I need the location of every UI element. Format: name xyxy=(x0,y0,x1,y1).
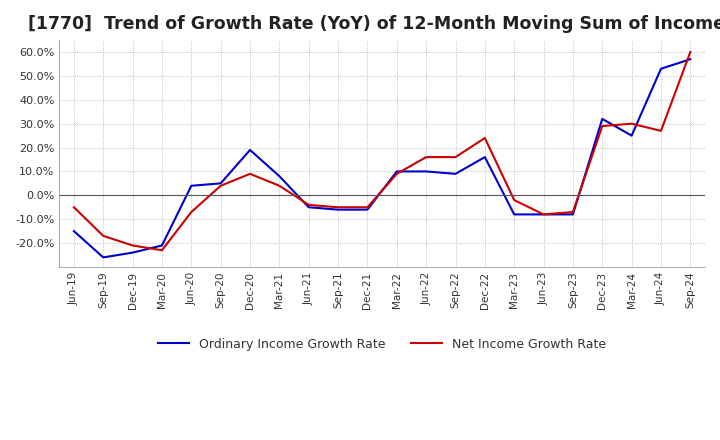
Net Income Growth Rate xyxy=(187,209,196,215)
Net Income Growth Rate xyxy=(510,198,518,203)
Ordinary Income Growth Rate xyxy=(627,133,636,138)
Net Income Growth Rate xyxy=(627,121,636,126)
Net Income Growth Rate xyxy=(246,171,254,176)
Ordinary Income Growth Rate xyxy=(451,171,460,176)
Net Income Growth Rate xyxy=(70,205,78,210)
Ordinary Income Growth Rate xyxy=(99,255,107,260)
Net Income Growth Rate xyxy=(480,136,489,141)
Net Income Growth Rate xyxy=(422,154,431,160)
Ordinary Income Growth Rate xyxy=(510,212,518,217)
Ordinary Income Growth Rate xyxy=(657,66,665,71)
Line: Ordinary Income Growth Rate: Ordinary Income Growth Rate xyxy=(74,59,690,257)
Title: [1770]  Trend of Growth Rate (YoY) of 12-Month Moving Sum of Incomes: [1770] Trend of Growth Rate (YoY) of 12-… xyxy=(28,15,720,33)
Net Income Growth Rate xyxy=(363,205,372,210)
Ordinary Income Growth Rate xyxy=(275,173,284,179)
Net Income Growth Rate xyxy=(216,183,225,188)
Ordinary Income Growth Rate xyxy=(539,212,548,217)
Net Income Growth Rate xyxy=(686,49,695,55)
Ordinary Income Growth Rate xyxy=(334,207,343,212)
Ordinary Income Growth Rate xyxy=(422,169,431,174)
Net Income Growth Rate xyxy=(657,128,665,133)
Ordinary Income Growth Rate xyxy=(128,250,137,255)
Line: Net Income Growth Rate: Net Income Growth Rate xyxy=(74,52,690,250)
Ordinary Income Growth Rate xyxy=(392,169,401,174)
Net Income Growth Rate xyxy=(392,171,401,176)
Net Income Growth Rate xyxy=(128,243,137,248)
Legend: Ordinary Income Growth Rate, Net Income Growth Rate: Ordinary Income Growth Rate, Net Income … xyxy=(153,333,611,356)
Ordinary Income Growth Rate xyxy=(598,116,606,121)
Net Income Growth Rate xyxy=(569,209,577,215)
Net Income Growth Rate xyxy=(539,212,548,217)
Net Income Growth Rate xyxy=(451,154,460,160)
Ordinary Income Growth Rate xyxy=(158,243,166,248)
Ordinary Income Growth Rate xyxy=(305,205,313,210)
Ordinary Income Growth Rate xyxy=(569,212,577,217)
Net Income Growth Rate xyxy=(275,183,284,188)
Net Income Growth Rate xyxy=(598,124,606,129)
Net Income Growth Rate xyxy=(305,202,313,208)
Net Income Growth Rate xyxy=(99,233,107,238)
Ordinary Income Growth Rate xyxy=(70,228,78,234)
Ordinary Income Growth Rate xyxy=(686,57,695,62)
Ordinary Income Growth Rate xyxy=(246,147,254,153)
Ordinary Income Growth Rate xyxy=(363,207,372,212)
Ordinary Income Growth Rate xyxy=(216,181,225,186)
Ordinary Income Growth Rate xyxy=(187,183,196,188)
Net Income Growth Rate xyxy=(334,205,343,210)
Ordinary Income Growth Rate xyxy=(480,154,489,160)
Net Income Growth Rate xyxy=(158,248,166,253)
